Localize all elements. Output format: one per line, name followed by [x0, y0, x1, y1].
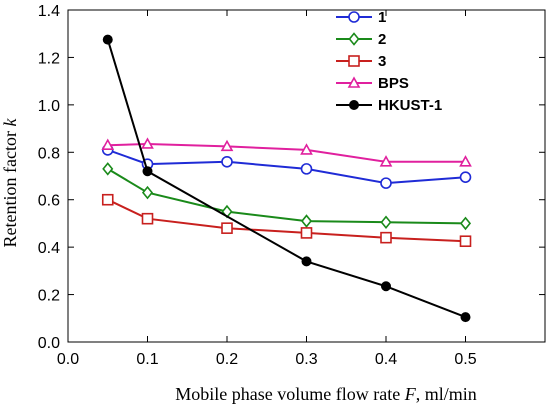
data-point: [142, 166, 153, 177]
legend-marker: [349, 100, 359, 110]
series-line: [107, 148, 466, 185]
data-point: [381, 281, 391, 292]
data-point: [102, 162, 114, 176]
x-tick-label: 0.0: [57, 351, 79, 368]
data-point: [300, 227, 313, 239]
series-line: [106, 39, 466, 319]
x-tick-label: 0.5: [454, 351, 476, 368]
data-point: [380, 231, 392, 244]
legend-item: 1: [336, 9, 386, 26]
legend-marker: [347, 76, 361, 88]
data-point: [300, 143, 313, 155]
series-1: [101, 144, 472, 189]
legend-label: 1: [378, 9, 386, 26]
y-tick-label: 0.4: [38, 240, 60, 257]
series-3: [101, 193, 472, 248]
legend-label: 3: [378, 53, 386, 70]
x-tick-label: 0.4: [375, 351, 397, 368]
legend-item: BPS: [336, 75, 409, 92]
data-point: [101, 193, 114, 206]
x-tick-label: 0.3: [295, 351, 317, 368]
series-line: [107, 198, 466, 243]
legend-item: HKUST-1: [336, 97, 442, 114]
legend-label: HKUST-1: [378, 97, 442, 114]
y-tick-label: 0.2: [38, 288, 60, 305]
legend-marker: [348, 32, 360, 46]
data-point: [380, 177, 392, 189]
data-point: [380, 215, 392, 230]
legend-label: BPS: [378, 75, 409, 92]
data-point: [141, 212, 154, 225]
legend-item: 3: [336, 53, 386, 70]
axes: 0.0 0.1 0.2 0.3 0.4 0.5 0.0 0.2 0.4 0.6 0.8 1.0 1.2 1…: [38, 3, 546, 368]
y-tick-label: 1.4: [38, 3, 60, 20]
series-hkust-1: [102, 34, 471, 323]
y-tick-label: 0.0: [38, 335, 60, 352]
data-point: [459, 171, 472, 183]
data-point: [220, 139, 234, 152]
x-tick-label: 0.1: [136, 351, 158, 368]
legend-label: 2: [378, 31, 386, 48]
data-point: [141, 137, 154, 149]
data-point: [221, 222, 233, 234]
y-tick-label: 1.2: [38, 50, 60, 67]
series-bps: [101, 137, 472, 167]
series-line: [107, 168, 466, 225]
x-axis-label: Mobile phase volume flow rate F, ml/min: [175, 384, 476, 404]
legend-marker: [348, 55, 360, 67]
data-point: [300, 214, 313, 228]
plot-frame: [67, 9, 546, 343]
data-point: [459, 235, 472, 248]
data-point: [102, 34, 113, 45]
legend-item: 2: [336, 31, 386, 48]
data-point: [300, 163, 313, 175]
data-point: [301, 256, 312, 267]
x-tick-label: 0.2: [216, 351, 238, 368]
series-layer: [101, 34, 472, 323]
y-tick-label: 1.0: [38, 98, 60, 115]
series-line: [107, 142, 466, 163]
data-point: [101, 138, 115, 150]
y-tick-label: 0.8: [38, 145, 60, 162]
legend-marker: [348, 11, 360, 23]
data-point: [459, 155, 472, 167]
data-point: [221, 155, 233, 168]
y-tick-label: 0.6: [38, 193, 60, 210]
data-point: [141, 185, 154, 200]
data-point: [460, 312, 471, 323]
y-axis-label: Retention factor k: [0, 118, 20, 248]
data-point: [459, 216, 472, 231]
legend: 1 2 3 BPS HKUST-1: [336, 9, 442, 114]
data-point: [379, 155, 393, 167]
